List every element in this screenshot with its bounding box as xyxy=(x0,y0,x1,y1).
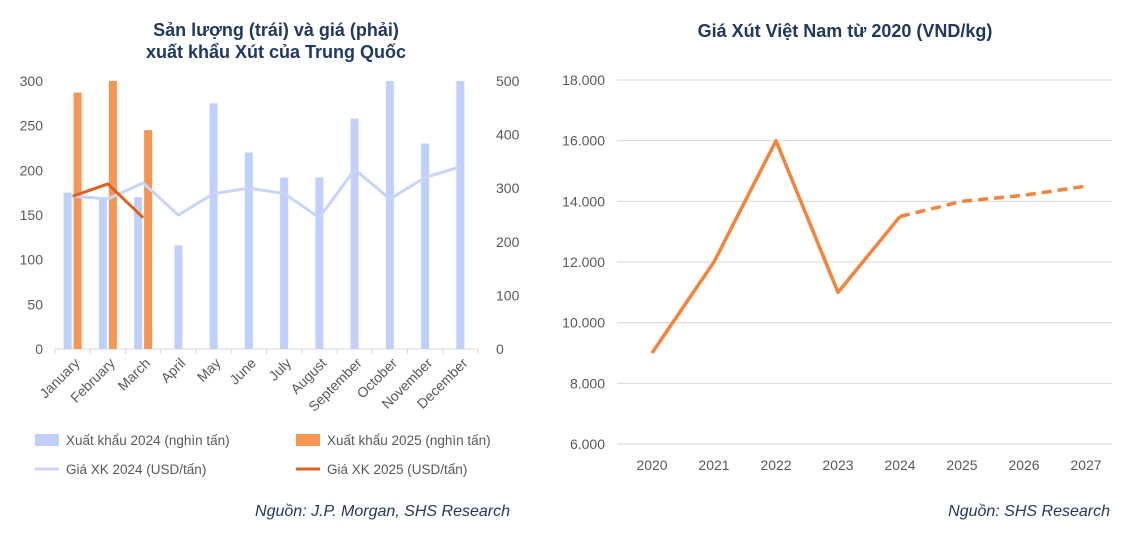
y-tick-label: 8.000 xyxy=(570,375,605,391)
left-axis-tick-label: 200 xyxy=(20,162,44,178)
right-axis-tick-label: 0 xyxy=(496,341,504,357)
bar-exports-2025 xyxy=(73,92,82,349)
bar-exports-2024 xyxy=(174,245,183,349)
bar-exports-2024 xyxy=(63,192,72,349)
bar-exports-2024 xyxy=(98,197,107,349)
legend-label-price-2025: Giá XK 2025 (USD/tấn) xyxy=(327,462,467,477)
bar-exports-2025 xyxy=(144,130,153,349)
legend-label-price-2024: Giá XK 2024 (USD/tấn) xyxy=(66,462,206,477)
left-chart-title-line2: xuất khẩu Xút của Trung Quốc xyxy=(146,42,406,62)
y-tick-label: 6.000 xyxy=(570,436,605,452)
right-axis-tick-label: 300 xyxy=(496,180,520,196)
y-tick-label: 18.000 xyxy=(562,72,605,88)
line-price-actual xyxy=(650,138,902,354)
y-tick-label: 16.000 xyxy=(562,133,605,149)
y-tick-label: 14.000 xyxy=(562,193,605,209)
y-tick-label: 10.000 xyxy=(562,315,605,331)
x-tick-label: 2026 xyxy=(1008,457,1039,473)
bar-exports-2024 xyxy=(209,103,218,349)
line-price-2025 xyxy=(72,182,145,219)
bar-exports-2024 xyxy=(350,118,359,350)
right-chart-title: Giá Xút Việt Nam từ 2020 (VND/kg) xyxy=(698,21,993,41)
left-chart-title-line1: Sản lượng (trái) và giá (phải) xyxy=(153,20,399,40)
left-axis-tick-label: 150 xyxy=(20,207,44,223)
x-tick-label: 2025 xyxy=(946,457,977,473)
legend-swatch-exports-2024 xyxy=(35,434,59,446)
right-axis-tick-label: 500 xyxy=(496,73,520,89)
bar-exports-2024 xyxy=(315,177,324,349)
bar-exports-2024 xyxy=(280,177,289,349)
x-tick-label: July xyxy=(265,355,294,384)
left-axis-tick-label: 300 xyxy=(20,73,44,89)
x-tick-label: 2021 xyxy=(698,457,729,473)
legend-label-exports-2024: Xuất khẩu 2024 (nghìn tấn) xyxy=(66,433,230,448)
right-chart: Giá Xút Việt Nam từ 2020 (VND/kg) 6.000 8… xyxy=(562,21,1112,520)
x-tick-label: 2023 xyxy=(822,457,853,473)
bar-exports-2024 xyxy=(421,143,430,349)
line-price-2024 xyxy=(72,165,461,220)
left-axis-tick-label: 0 xyxy=(35,341,43,357)
x-tick-label: 2020 xyxy=(636,457,667,473)
y-tick-label: 12.000 xyxy=(562,254,605,270)
x-tick-label: March xyxy=(114,355,153,394)
right-axis-tick-label: 200 xyxy=(496,234,520,250)
bar-exports-2024 xyxy=(134,197,143,349)
x-tick-label: 2024 xyxy=(884,457,915,473)
bar-exports-2024 xyxy=(244,152,253,349)
left-chart: Sản lượng (trái) và giá (phải) xuất khẩu… xyxy=(20,20,520,520)
x-tick-label: April xyxy=(157,355,188,386)
x-tick-label: 2022 xyxy=(760,457,791,473)
x-tick-label: June xyxy=(226,355,259,388)
x-tick-label: 2027 xyxy=(1070,457,1101,473)
left-axis-tick-label: 250 xyxy=(20,118,44,134)
left-chart-source: Nguồn: J.P. Morgan, SHS Research xyxy=(255,503,510,520)
right-axis-tick-label: 400 xyxy=(496,127,520,143)
bar-exports-2024 xyxy=(456,81,465,349)
right-chart-source: Nguồn: SHS Research xyxy=(948,503,1110,520)
bar-exports-2025 xyxy=(108,81,117,349)
x-tick-label: May xyxy=(194,355,224,385)
legend-label-exports-2025: Xuất khẩu 2025 (nghìn tấn) xyxy=(327,433,491,448)
bar-exports-2024 xyxy=(385,81,394,349)
right-axis-tick-label: 100 xyxy=(496,287,520,303)
left-axis-tick-label: 100 xyxy=(20,252,44,268)
legend-swatch-exports-2025 xyxy=(296,434,320,446)
left-axis-tick-label: 50 xyxy=(27,296,43,312)
